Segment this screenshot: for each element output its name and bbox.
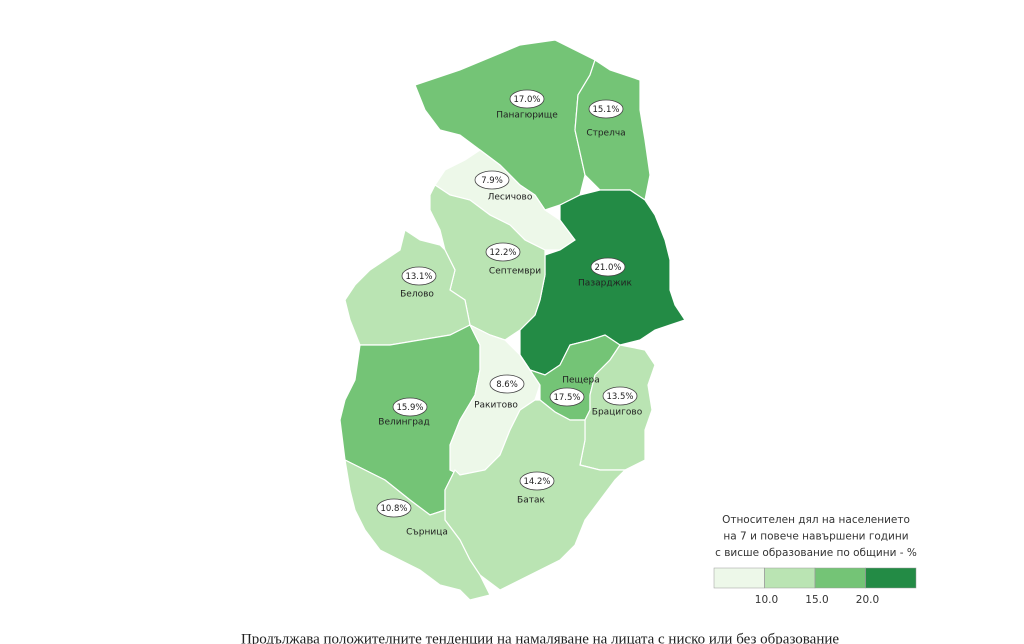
- legend-title: Относителен дял на населението: [722, 514, 910, 526]
- region-name: Белово: [400, 290, 434, 300]
- value-label: 10.8%: [380, 504, 407, 514]
- value-bubble: [392, 397, 428, 417]
- caption: Продължава положителните тенденции на на…: [241, 631, 839, 644]
- legend: Относителен дял на населението на 7 и пов…: [713, 514, 917, 606]
- value-label: 13.1%: [405, 272, 432, 282]
- value-bubble: [588, 99, 624, 119]
- region-name: Велинград: [378, 418, 429, 428]
- legend-title: на 7 и повече навършени години: [723, 531, 908, 543]
- value-bubble: [509, 89, 545, 109]
- region: [444, 399, 627, 591]
- region-name: Брацигово: [592, 408, 643, 418]
- region-name: Стрелча: [586, 129, 625, 139]
- legend-tick-label: 20.0: [856, 594, 879, 606]
- region-name: Лесичово: [488, 193, 533, 203]
- region: [429, 184, 546, 341]
- value-bubble: [549, 387, 585, 407]
- region-name: Батак: [517, 496, 545, 506]
- labels: 17.0% Панагюрище 15.1% Стрелча 7.9% Лесичово 2…: [376, 89, 643, 538]
- value-label: 12.2%: [489, 248, 516, 258]
- value-bubble: [485, 242, 521, 262]
- value-label: 15.1%: [592, 105, 619, 115]
- legend-swatch: [814, 567, 866, 589]
- value-label: 8.6%: [496, 380, 518, 390]
- region-name: Пещера: [562, 376, 600, 386]
- value-label: 13.5%: [606, 392, 633, 402]
- value-label: 14.2%: [523, 477, 550, 487]
- region-name: Сърница: [406, 528, 448, 538]
- value-label: 17.0%: [513, 95, 540, 105]
- legend-tick-label: 10.0: [755, 594, 778, 606]
- regions: [339, 39, 686, 601]
- legend-tick-label: 15.0: [805, 594, 828, 606]
- value-label: 17.5%: [553, 393, 580, 403]
- region: [344, 458, 491, 601]
- region-name: Ракитово: [474, 401, 518, 411]
- value-bubble: [489, 374, 525, 394]
- value-label: 21.0%: [594, 263, 621, 273]
- value-label: 15.9%: [396, 403, 423, 413]
- region-name: Септември: [489, 267, 541, 277]
- value-bubble: [474, 170, 510, 190]
- value-bubble: [401, 266, 437, 286]
- legend-swatch: [865, 567, 917, 589]
- value-label: 7.9%: [481, 176, 503, 186]
- value-bubble: [590, 257, 626, 277]
- value-bubble: [519, 471, 555, 491]
- region-name: Панагюрище: [496, 111, 558, 121]
- legend-swatch: [764, 567, 816, 589]
- value-bubble: [376, 498, 412, 518]
- value-bubble: [602, 386, 638, 406]
- legend-title: с висше образование по общини - %: [715, 547, 917, 559]
- legend-swatch: [713, 567, 765, 589]
- region-name: Пазарджик: [578, 279, 632, 289]
